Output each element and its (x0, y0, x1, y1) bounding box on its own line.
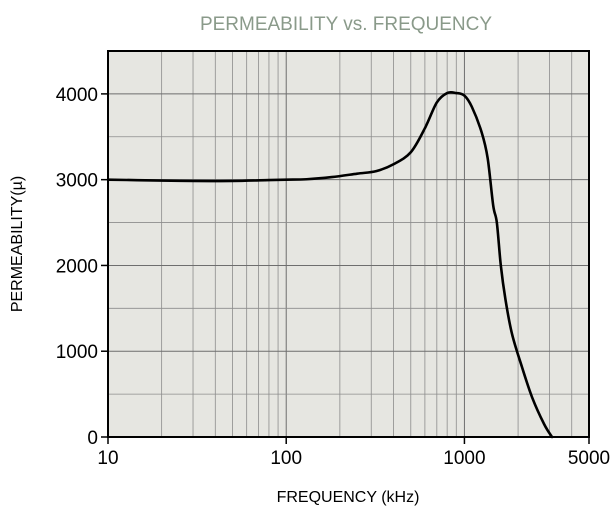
permeability-curve (106, 90, 554, 439)
x-tick-label: 5000 (568, 448, 610, 469)
y-tick-label: 0 (87, 428, 98, 449)
y-tick-label: 2000 (56, 256, 98, 277)
x-tick-label: 1000 (443, 448, 485, 469)
y-tick-label: 4000 (56, 85, 98, 106)
grid-lines (108, 51, 589, 437)
y-axis-title: PERMEABILITY(µ) (9, 176, 26, 312)
chart-title: PERMEABILITY vs. FREQUENCY (200, 14, 492, 35)
x-tick-label: 10 (97, 448, 118, 469)
axis-ticks: 10 100 1000 5000 0 1000 2000 3000 4000 (56, 85, 610, 469)
x-tick-label: 100 (270, 448, 302, 469)
y-tick-label: 1000 (56, 342, 98, 363)
y-tick-label: 3000 (56, 171, 98, 192)
plot-frame (107, 50, 590, 438)
x-axis-title: FREQUENCY (kHz) (277, 489, 420, 506)
plot-area (108, 51, 589, 437)
